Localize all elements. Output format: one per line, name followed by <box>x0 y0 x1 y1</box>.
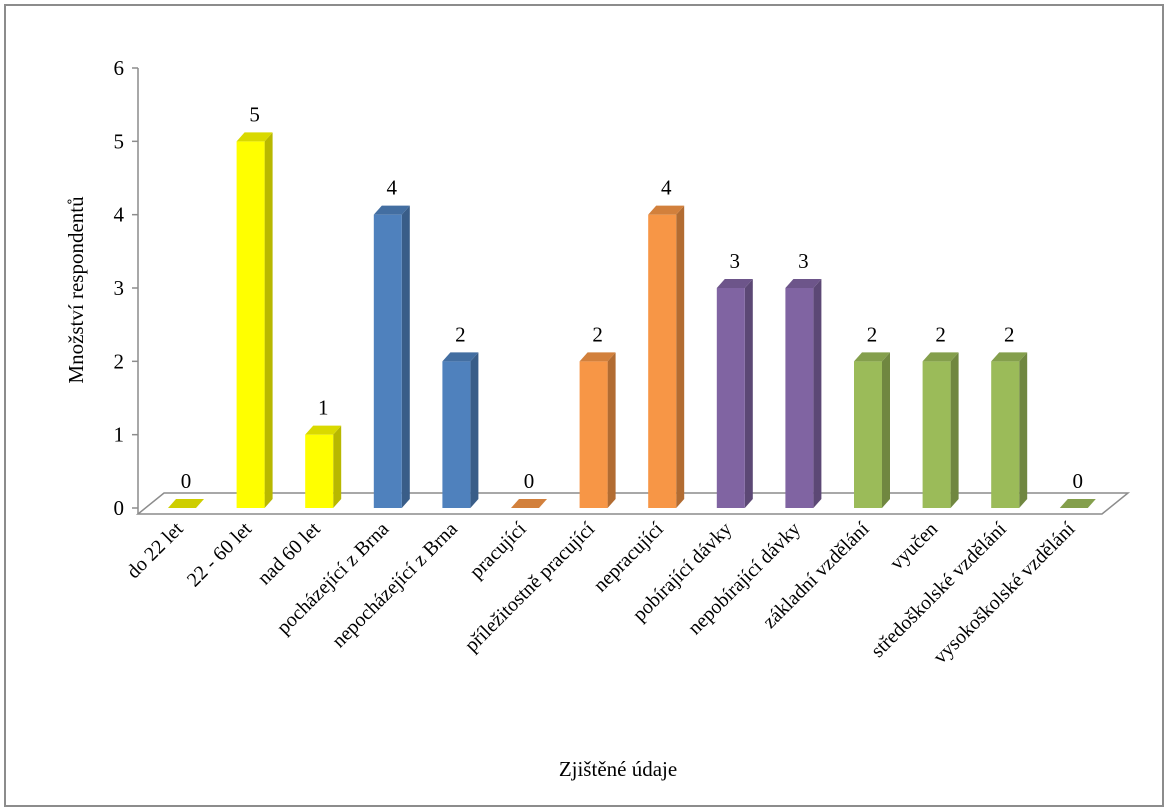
data-label: 4 <box>387 176 398 200</box>
bar <box>305 425 342 508</box>
bar-front <box>373 214 402 508</box>
bar <box>854 352 890 508</box>
data-label: 2 <box>592 322 603 346</box>
bar <box>716 279 753 508</box>
bar-side <box>401 205 410 508</box>
chart-floor <box>135 492 1131 515</box>
bar-top <box>168 499 204 508</box>
y-tick-label: 0 <box>114 496 125 520</box>
y-tick-label: 3 <box>114 276 125 300</box>
x-tick-label: vyučen <box>886 518 942 574</box>
bar-top <box>511 499 547 508</box>
bar-side <box>1019 352 1028 508</box>
bar <box>442 352 479 508</box>
bar-top <box>236 132 273 142</box>
y-tick-label: 1 <box>114 423 125 447</box>
bar <box>579 352 616 508</box>
y-tick-label: 5 <box>114 129 125 153</box>
bar <box>991 352 1028 508</box>
y-tick-label: 4 <box>114 203 125 227</box>
data-label: 0 <box>1073 469 1084 493</box>
bar <box>373 205 410 508</box>
bar-side <box>607 352 616 508</box>
bar-top <box>1059 499 1096 508</box>
x-tick-label: středoškolské vzdělání <box>867 518 1011 662</box>
bar-top <box>716 279 753 288</box>
bar <box>922 352 959 508</box>
bar-front <box>305 434 334 508</box>
y-tick-label: 6 <box>114 56 125 80</box>
y-axis: 0 1 2 3 4 5 6 <box>114 56 139 520</box>
bar-front <box>854 361 882 508</box>
x-tick-label: nepocházející z Brna <box>328 518 462 652</box>
x-axis-title: Zjištěné údaje <box>559 757 677 781</box>
bar <box>648 205 685 508</box>
data-label: 2 <box>1004 322 1015 346</box>
y-tick-label: 2 <box>114 349 125 373</box>
bar-top <box>305 425 342 435</box>
x-tick-label: nad 60 let <box>253 518 325 590</box>
bar <box>511 499 547 508</box>
bar-top <box>442 352 479 362</box>
data-label: 3 <box>798 249 809 273</box>
data-label: 3 <box>730 249 741 273</box>
bar-front <box>785 288 814 508</box>
bar-top <box>579 352 616 362</box>
bar-front <box>236 141 265 509</box>
bar <box>1059 499 1096 508</box>
bar <box>785 279 822 508</box>
bar <box>168 499 204 508</box>
bar-front <box>716 288 745 508</box>
bar-side <box>676 205 685 508</box>
bar-top <box>854 352 890 362</box>
bar-front <box>442 361 471 508</box>
data-label: 2 <box>935 322 946 346</box>
x-tick-label: pracující <box>466 518 531 583</box>
bar-side <box>264 132 273 509</box>
bar-side <box>470 352 479 508</box>
bar-top <box>991 352 1028 362</box>
bar-top <box>785 279 822 288</box>
data-label: 0 <box>181 469 192 493</box>
bar-side <box>333 425 342 508</box>
data-label: 2 <box>455 322 466 346</box>
bar-front <box>648 214 677 508</box>
bar-top <box>373 205 410 215</box>
bar-top <box>648 205 685 215</box>
x-tick-label: vysokoškolské vzdělání <box>929 518 1080 669</box>
data-label: 5 <box>249 102 260 126</box>
data-label: 4 <box>661 176 672 200</box>
bar-front <box>991 361 1020 508</box>
bar <box>236 132 273 509</box>
x-tick-label: příležitostně pracující <box>461 518 600 657</box>
x-tick-label: do 22 let <box>122 518 187 583</box>
bars <box>168 132 1096 509</box>
data-label: 2 <box>867 322 878 346</box>
y-axis-title: Množství respondentů <box>64 196 88 384</box>
bar-top <box>922 352 959 362</box>
floor-plane <box>135 492 1131 515</box>
data-labels: 0 5 1 4 2 0 2 4 3 3 2 2 2 0 <box>181 102 1083 493</box>
data-label: 0 <box>524 469 535 493</box>
data-label: 1 <box>318 396 329 420</box>
bar-side <box>744 279 753 508</box>
bar-side <box>813 279 822 508</box>
bar-front <box>922 361 951 508</box>
bar-side <box>882 352 890 508</box>
bar-side <box>950 352 959 508</box>
bar-front <box>579 361 608 508</box>
x-tick-label: 22 - 60 let <box>183 518 257 592</box>
